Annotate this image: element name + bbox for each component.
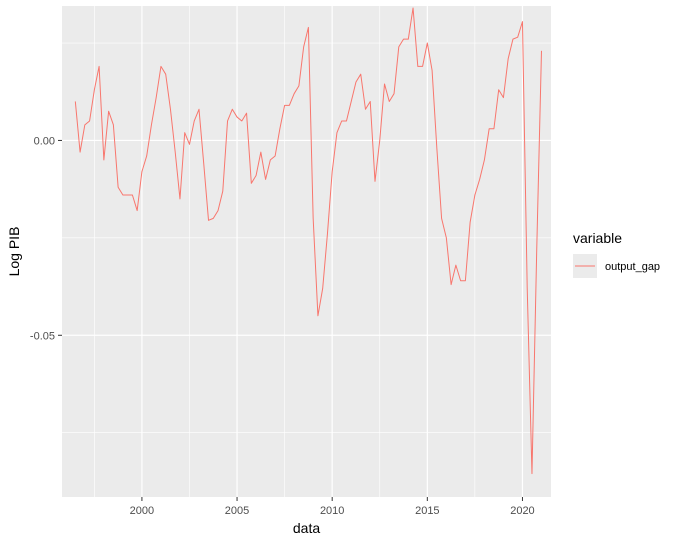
x-tick-label: 2020 xyxy=(510,505,534,517)
x-tick-label: 2000 xyxy=(130,505,154,517)
x-tick-label: 2015 xyxy=(415,505,439,517)
series-line-output-gap xyxy=(74,7,542,475)
major-grid xyxy=(62,6,551,497)
plot-panel xyxy=(62,6,551,497)
x-tick-label: 2010 xyxy=(320,505,344,517)
axis-ticks xyxy=(58,139,523,501)
legend-title: variable xyxy=(573,230,622,246)
y-axis-title: Log PIB xyxy=(6,227,22,277)
y-tick-label: -0.05 xyxy=(30,330,55,342)
y-tick-label: 0.00 xyxy=(34,135,55,147)
series-layer xyxy=(74,7,542,475)
tick-labels: 2000 2005 2010 2015 2020 0.00 -0.05 xyxy=(30,135,535,517)
minor-grid xyxy=(62,6,551,497)
legend-item-output-gap: output_gap xyxy=(605,261,660,273)
legend: variable output_gap xyxy=(573,230,660,278)
x-tick-label: 2005 xyxy=(225,505,249,517)
x-axis-title: data xyxy=(293,520,320,536)
